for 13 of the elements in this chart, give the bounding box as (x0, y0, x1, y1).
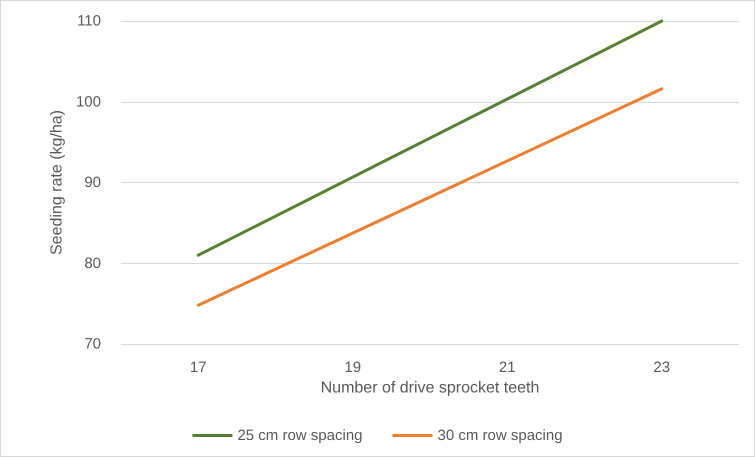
x-tick-label: 19 (344, 359, 362, 376)
y-axis-title: Seeding rate (kg/ha) (48, 110, 66, 255)
legend-label: 30 cm row spacing (438, 427, 563, 444)
y-tick-label: 70 (84, 336, 101, 352)
x-axis-title: Number of drive sprocket teeth (320, 380, 540, 396)
x-tick-label: 21 (498, 359, 516, 376)
x-tick-label: 17 (190, 359, 207, 376)
x-tick-label: 23 (653, 359, 670, 376)
y-tick-label: 110 (77, 12, 101, 30)
legend-label: 25 cm row spacing (237, 427, 363, 444)
y-tick-label: 90 (84, 174, 101, 191)
y-tick-label: 100 (76, 93, 101, 110)
y-tick-label: 80 (84, 254, 101, 272)
